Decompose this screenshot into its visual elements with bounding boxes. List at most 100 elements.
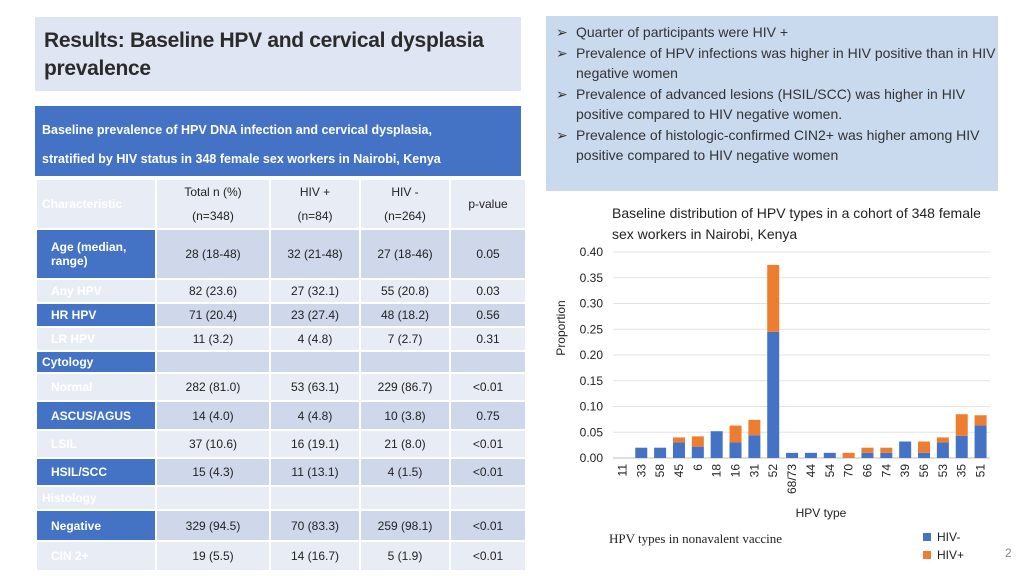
row-label: ASCUS/AGUS [37, 402, 155, 429]
bar-hiv-neg [804, 452, 817, 458]
bar-hiv-neg [710, 431, 723, 458]
finding-text: Prevalence of advanced lesions (HSIL/SCC… [576, 85, 966, 123]
x-tick-label: 58 [653, 464, 667, 478]
slide-title: Results: Baseline HPV and cervical dyspl… [44, 29, 484, 80]
row-label: Cytology [37, 352, 155, 372]
bar-hiv-neg [861, 452, 874, 458]
x-tick-label: 44 [804, 464, 818, 478]
bar-hiv-pos [936, 437, 949, 443]
finding-item: ➢ Quarter of participants were HIV + [556, 22, 996, 43]
table-row: ASCUS/AGUS 14 (4.0) 4 (4.8) 10 (3.8) 0.75 [37, 402, 525, 429]
table-row: LR HPV 11 (3.2) 4 (4.8) 7 (2.7) 0.31 [37, 328, 525, 350]
table-row: Any HPV 82 (23.6) 27 (32.1) 55 (20.8) 0.03 [37, 280, 525, 302]
arrow-bullet-icon: ➢ [556, 85, 568, 102]
bar-hiv-neg [880, 452, 893, 458]
cell-hiv-neg: 55 (20.8) [361, 280, 449, 302]
finding-item: ➢ Prevalence of advanced lesions (HSIL/SC… [556, 84, 996, 125]
chart-gridlines [613, 251, 990, 459]
legend-swatch-hiv-pos [923, 551, 931, 559]
cell-hiv-neg: 259 (98.1) [361, 511, 449, 540]
cell-hiv-pos: 4 (4.8) [271, 328, 359, 350]
cell-hiv-pos: 4 (4.8) [271, 402, 359, 429]
bar-hiv-pos [918, 441, 931, 453]
bar-hiv-pos [691, 436, 704, 447]
y-tick-label: 0.35 [580, 271, 604, 285]
cell-total: 329 (94.5) [157, 511, 269, 540]
col-characteristic: Characteristic [37, 180, 155, 228]
cell-p: 0.05 [451, 230, 525, 278]
table-row: Normal 282 (81.0) 53 (63.1) 229 (86.7) <0.01 [37, 374, 525, 400]
cell-p: 0.03 [451, 280, 525, 302]
bar-hiv-pos [974, 415, 987, 426]
cell-hiv-pos: 14 (16.7) [271, 542, 359, 570]
y-tick-label: 0.15 [580, 374, 604, 388]
y-tick-label: 0.40 [580, 245, 604, 259]
bar-hiv-neg [654, 447, 667, 458]
col-hiv-pos: HIV + (n=84) [271, 180, 359, 228]
bar-hiv-neg [672, 442, 685, 458]
bar-hiv-neg [786, 452, 799, 458]
table-caption-line2: stratified by HIV status in 348 female s… [42, 152, 441, 166]
cell-p: <0.01 [451, 374, 525, 400]
hpv-type-chart: 0.00 0.05 0.10 0.15 0.20 0.25 0.30 0.35 0.40 11 3… [554, 245, 990, 520]
table-row: Cytology [37, 352, 525, 372]
table-row: HSIL/SCC 15 (4.3) 11 (13.1) 4 (1.5) <0.01 [37, 459, 525, 485]
bar-hiv-pos [729, 425, 742, 443]
x-tick-label: 52 [766, 464, 780, 478]
legend-hiv-pos: HIV+ [923, 546, 964, 564]
cell-hiv-pos: 27 (32.1) [271, 280, 359, 302]
x-tick-label: 54 [823, 464, 837, 478]
cell-total: 15 (4.3) [157, 459, 269, 485]
x-tick-label: 33 [634, 464, 648, 478]
row-label: Age (median, range) [37, 230, 155, 278]
table-row: HR HPV 71 (20.4) 23 (27.4) 48 (18.2) 0.56 [37, 304, 525, 326]
cell-hiv-pos: 70 (83.3) [271, 511, 359, 540]
row-label: HR HPV [37, 304, 155, 326]
table-row: Age (median, range) 28 (18-48) 32 (21-48) 2… [37, 230, 525, 278]
cell-total: 14 (4.0) [157, 402, 269, 429]
cell-hiv-neg [361, 352, 449, 372]
arrow-bullet-icon: ➢ [556, 126, 568, 143]
x-tick-label: 68/73 [785, 464, 799, 494]
bar-hiv-neg [899, 441, 912, 458]
bar-hiv-neg [918, 452, 931, 458]
cell-hiv-neg: 10 (3.8) [361, 402, 449, 429]
row-label: CIN 2+ [37, 542, 155, 570]
y-tick-label: 0.05 [580, 425, 604, 439]
y-tick-label: 0.00 [580, 451, 604, 465]
finding-item: ➢ Prevalence of HPV infections was higher… [556, 43, 996, 84]
cell-hiv-pos: 32 (21-48) [271, 230, 359, 278]
cell-total: 11 (3.2) [157, 328, 269, 350]
x-tick-label: 56 [917, 464, 931, 478]
cell-p: 0.75 [451, 402, 525, 429]
cell-total: 82 (23.6) [157, 280, 269, 302]
cell-hiv-pos: 23 (27.4) [271, 304, 359, 326]
chart-title: Baseline distribution of HPV types in a … [612, 205, 981, 242]
cell-p: <0.01 [451, 431, 525, 457]
bar-hiv-pos [861, 447, 874, 453]
x-tick-label: 39 [898, 464, 912, 478]
cell-hiv-pos: 16 (19.1) [271, 431, 359, 457]
bar-hiv-pos [955, 414, 968, 436]
cell-p: <0.01 [451, 511, 525, 540]
cell-total: 71 (20.4) [157, 304, 269, 326]
cell-p [451, 352, 525, 372]
legend-swatch-hiv-neg [923, 533, 931, 541]
bar-hiv-neg [729, 442, 742, 458]
y-tick-label: 0.10 [580, 400, 604, 414]
chart-legend: HIV- HIV+ [923, 528, 964, 564]
slide-title-box: Results: Baseline HPV and cervical dyspl… [35, 17, 521, 91]
bar-hiv-pos [767, 264, 780, 332]
row-label: Normal [37, 374, 155, 400]
cell-hiv-neg: 5 (1.9) [361, 542, 449, 570]
row-label: Negative [37, 511, 155, 540]
row-label: LSIL [37, 431, 155, 457]
x-tick-label: 18 [710, 464, 724, 478]
cell-hiv-neg: 4 (1.5) [361, 459, 449, 485]
row-label: LR HPV [37, 328, 155, 350]
x-tick-label: 16 [729, 464, 743, 478]
cell-total [157, 487, 269, 509]
finding-item: ➢ Prevalence of histologic-confirmed CIN2… [556, 125, 996, 166]
page-number: 2 [1005, 546, 1012, 560]
cell-p: 0.31 [451, 328, 525, 350]
